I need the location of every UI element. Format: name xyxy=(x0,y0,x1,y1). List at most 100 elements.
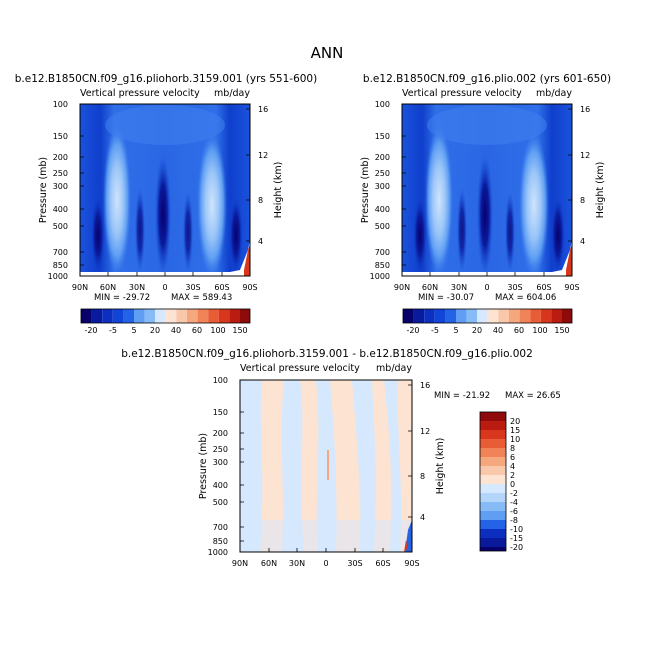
panel-1-ytick: 500 xyxy=(53,222,68,231)
panel-1-ytick-right: 8 xyxy=(258,196,263,205)
panel-1-cbar-label: -5 xyxy=(109,326,117,335)
panel-1-ytick: 400 xyxy=(53,205,68,214)
panel-2-cbar-label: 100 xyxy=(532,326,547,335)
panel-1: b.e12.B1850CN.f09_g16.pliohorb.3159.001 … xyxy=(15,73,317,335)
panel-1-colorbar: -20 -5 5 20 40 60 100 150 xyxy=(80,308,251,335)
panel-3-ytick-right: 12 xyxy=(420,427,430,436)
panel-3-cbar-label: 15 xyxy=(510,426,520,435)
panel-1-ytick-right: 4 xyxy=(258,237,263,246)
panel-2-colorbar: -20 -5 5 20 40 60 100 150 xyxy=(402,308,573,335)
panel-1-colorbar-boxes xyxy=(80,308,251,324)
panel-3-xtick: 60S xyxy=(375,559,390,568)
panel-3-ytick: 1000 xyxy=(208,548,228,557)
panel-3-ytick-right: 16 xyxy=(420,381,430,390)
panel-2-xtick: 0 xyxy=(484,283,489,292)
panel-1-ytick-right: 16 xyxy=(258,105,268,114)
panel-2-xtick: 30S xyxy=(507,283,522,292)
panel-1-xtick: 0 xyxy=(162,283,167,292)
panel-2-min: MIN = -30.07 xyxy=(418,293,474,303)
panel-2-xtick: 60S xyxy=(536,283,551,292)
panel-2-x-ticks: 90N 60N 30N 0 30S 60S 90S xyxy=(394,272,580,292)
panel-1-ylabel: Pressure (mb) xyxy=(38,157,49,223)
panel-2-y-ticks: 100 150 200 250 300 400 500 700 850 1000 xyxy=(370,100,406,281)
panel-2-cbar-label: 60 xyxy=(514,326,524,335)
panel-1-ytick: 150 xyxy=(53,132,68,141)
panel-1-ytick: 300 xyxy=(53,182,68,191)
panel-3-y-ticks: 100 150 200 250 300 400 500 700 850 1000 xyxy=(208,376,244,557)
panel-3-cbar-label: -6 xyxy=(510,507,518,516)
panel-2-cbar-label: 40 xyxy=(493,326,503,335)
panel-1-ytick: 200 xyxy=(53,153,68,162)
panel-3-cbar-label: -10 xyxy=(510,525,523,534)
panel-3-cbar-label: 0 xyxy=(510,480,515,489)
panel-2-ytick-right: 4 xyxy=(580,237,585,246)
panel-2-ylabel-right: Height (km) xyxy=(595,162,606,219)
panel-1-cbar-label: 40 xyxy=(171,326,181,335)
panel-3-min: MIN = -21.92 xyxy=(434,391,490,401)
panel-3-xtick: 90S xyxy=(404,559,419,568)
panel-3-cbar-label: 2 xyxy=(510,471,515,480)
panel-2-ytick-right: 12 xyxy=(580,151,590,160)
panel-3-colorbar: 20 15 10 8 6 4 2 0 -2 -4 -6 -8 -10 -15 -… xyxy=(479,411,523,552)
panel-3-ytick: 700 xyxy=(213,523,228,532)
panel-2-ytick: 250 xyxy=(375,169,390,178)
panel-2-ytick: 700 xyxy=(375,248,390,257)
panel-1-ytick-right: 12 xyxy=(258,151,268,160)
panel-3-cbar-label: 10 xyxy=(510,435,520,444)
panel-2-ytick: 850 xyxy=(375,261,390,270)
panel-3-title-right: mb/day xyxy=(376,363,412,374)
panel-3-x-ticks: 90N 60N 30N 0 30S 60S 90S xyxy=(232,548,420,568)
panel-2-y-ticks-right: 16 12 8 4 xyxy=(568,105,590,246)
panel-1-y-ticks: 100 150 200 250 300 400 500 700 850 1000 xyxy=(48,100,84,281)
panel-1-xtick: 90N xyxy=(72,283,88,292)
panel-3-cbar-label: 20 xyxy=(510,417,520,426)
panel-3-ytick: 150 xyxy=(213,408,228,417)
panel-1-cbar-label: -20 xyxy=(84,326,97,335)
panel-1-ytick: 1000 xyxy=(48,272,68,281)
panel-3-y-ticks-right: 16 12 8 4 xyxy=(408,381,430,522)
panel-2-cbar-label: -20 xyxy=(406,326,419,335)
panel-1-ytick: 100 xyxy=(53,100,68,109)
panel-3-cbar-label: -8 xyxy=(510,516,518,525)
panel-1-xtick: 60N xyxy=(100,283,116,292)
panel-3: b.e12.B1850CN.f09_g16.pliohorb.3159.001 … xyxy=(121,348,561,568)
panel-3-cbar-label: -20 xyxy=(510,543,523,552)
panel-2-max: MAX = 604.06 xyxy=(495,293,556,303)
panel-3-ytick-right: 8 xyxy=(420,472,425,481)
panel-3-colorbar-boxes xyxy=(479,411,507,552)
panel-3-cbar-label: -15 xyxy=(510,534,523,543)
panel-3-max: MAX = 26.65 xyxy=(505,391,561,401)
panel-2-xtick: 90N xyxy=(394,283,410,292)
panel-3-ytick: 100 xyxy=(213,376,228,385)
panel-2-ytick-right: 8 xyxy=(580,196,585,205)
panel-2-xtick: 30N xyxy=(451,283,467,292)
panel-3-cbar-label: 4 xyxy=(510,462,515,471)
panel-3-xtick: 60N xyxy=(261,559,277,568)
panel-1-xtick: 30S xyxy=(185,283,200,292)
panel-3-xtick: 90N xyxy=(232,559,248,568)
panel-1-ylabel-right: Height (km) xyxy=(273,162,284,219)
panel-3-cbar-label: -4 xyxy=(510,498,518,507)
panel-2-plot xyxy=(401,103,573,277)
panel-3-ytick-right: 4 xyxy=(420,513,425,522)
panel-1-case: b.e12.B1850CN.f09_g16.pliohorb.3159.001 … xyxy=(15,73,317,85)
panel-1-ytick: 850 xyxy=(53,261,68,270)
panel-1-xtick: 30N xyxy=(129,283,145,292)
panel-2-ylabel: Pressure (mb) xyxy=(360,157,371,223)
panel-1-max: MAX = 589.43 xyxy=(171,293,232,303)
panel-1-title-left: Vertical pressure velocity xyxy=(80,88,200,99)
panel-2-xtick: 60N xyxy=(422,283,438,292)
panel-2-ytick: 150 xyxy=(375,132,390,141)
panel-1-cbar-label: 150 xyxy=(232,326,247,335)
panel-1-xtick: 60S xyxy=(214,283,229,292)
panel-1-ytick: 700 xyxy=(53,248,68,257)
panel-1-xtick: 90S xyxy=(242,283,257,292)
panel-2-colorbar-boxes xyxy=(402,308,573,324)
panel-1-ytick: 250 xyxy=(53,169,68,178)
panel-1-cbar-label: 60 xyxy=(192,326,202,335)
panel-3-cbar-label: 6 xyxy=(510,453,515,462)
panel-1-y-ticks-right: 16 12 8 4 xyxy=(246,105,268,246)
panel-3-title-left: Vertical pressure velocity xyxy=(240,363,360,374)
panel-2: b.e12.B1850CN.f09_g16.plio.002 (yrs 601-… xyxy=(360,73,611,335)
